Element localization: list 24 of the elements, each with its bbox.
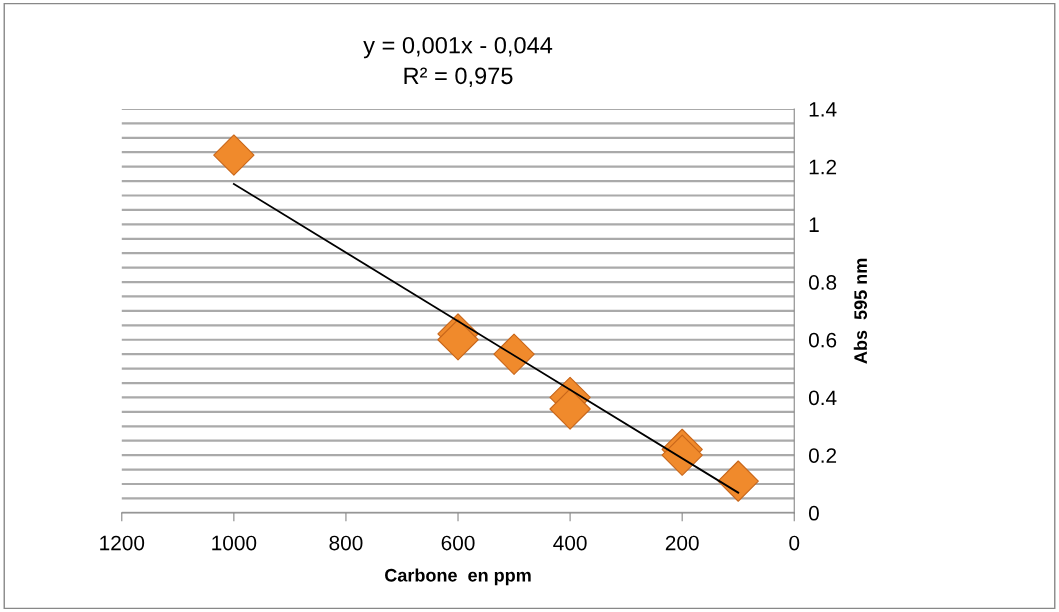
y-tick-label: 1 [809, 217, 819, 232]
y-tick-label: 1.4 [809, 102, 837, 117]
y-tick-label: 0 [808, 505, 819, 521]
y-tick-label: 0.4 [808, 390, 837, 406]
y-tick-label: 1.2 [809, 159, 837, 175]
y-axis-title: Abs 595 nm [853, 258, 868, 364]
x-tick-label: 1200 [100, 535, 145, 551]
point [549, 388, 591, 430]
x-tick-label: 200 [665, 535, 699, 551]
point [213, 134, 255, 176]
y-tick-label: 0.8 [808, 275, 837, 290]
y-tick-label: 0.2 [808, 448, 837, 463]
x-tick-label: 0 [789, 535, 800, 551]
chart-title: y = 0,001x - 0,044 R² = 0,975 [363, 36, 553, 87]
point [717, 460, 759, 502]
point [437, 319, 479, 361]
point [493, 333, 535, 375]
x-axis-title: Carbone en ppm [385, 568, 531, 586]
x-tick-label: 800 [329, 535, 363, 551]
x-tick-label: 400 [553, 535, 587, 551]
y-tick-label: 0.6 [808, 332, 837, 348]
x-tick-label: 600 [441, 535, 475, 551]
point [661, 434, 703, 476]
x-tick-label: 1000 [212, 535, 257, 551]
